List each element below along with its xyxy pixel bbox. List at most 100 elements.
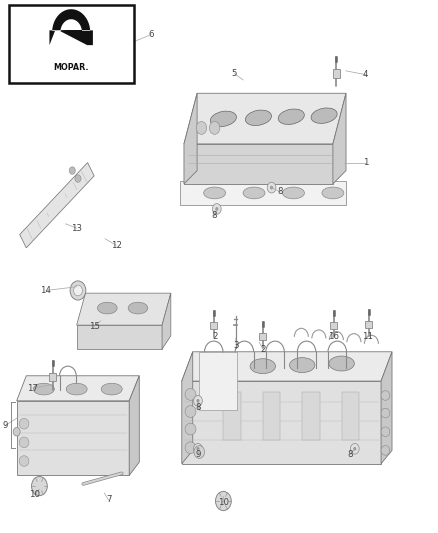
Polygon shape: [77, 325, 162, 349]
Ellipse shape: [185, 423, 196, 435]
Polygon shape: [333, 93, 346, 184]
Ellipse shape: [185, 442, 196, 454]
FancyBboxPatch shape: [342, 392, 359, 440]
Text: 16: 16: [328, 333, 339, 341]
Ellipse shape: [278, 109, 304, 124]
Text: 9: 9: [195, 450, 201, 458]
Circle shape: [215, 491, 231, 511]
Ellipse shape: [33, 383, 54, 395]
FancyBboxPatch shape: [263, 392, 280, 440]
Polygon shape: [17, 401, 129, 475]
Polygon shape: [17, 376, 139, 401]
Circle shape: [194, 395, 202, 406]
Text: 1: 1: [363, 158, 368, 167]
Circle shape: [32, 477, 47, 496]
Ellipse shape: [66, 383, 87, 395]
Polygon shape: [49, 9, 93, 45]
Polygon shape: [381, 352, 392, 464]
Circle shape: [270, 186, 273, 189]
Circle shape: [353, 447, 357, 451]
FancyBboxPatch shape: [365, 321, 372, 328]
Circle shape: [267, 182, 276, 193]
Text: 4: 4: [363, 70, 368, 79]
Text: 5: 5: [232, 69, 237, 78]
Ellipse shape: [290, 358, 315, 373]
FancyBboxPatch shape: [223, 392, 241, 440]
Circle shape: [74, 285, 82, 296]
Ellipse shape: [243, 187, 265, 199]
Polygon shape: [129, 376, 139, 475]
Text: MOPAR.: MOPAR.: [53, 63, 89, 72]
Ellipse shape: [128, 302, 148, 314]
Circle shape: [69, 167, 75, 174]
Ellipse shape: [19, 418, 29, 429]
Text: 2: 2: [260, 345, 265, 353]
Circle shape: [75, 175, 81, 182]
Text: 10: 10: [28, 490, 40, 499]
Polygon shape: [77, 293, 171, 325]
FancyBboxPatch shape: [259, 333, 266, 340]
Circle shape: [70, 281, 86, 300]
Text: 3: 3: [234, 341, 239, 350]
Circle shape: [215, 207, 218, 211]
FancyBboxPatch shape: [302, 392, 320, 440]
Polygon shape: [199, 352, 237, 410]
Polygon shape: [20, 163, 94, 248]
Ellipse shape: [322, 187, 344, 199]
Text: 13: 13: [71, 224, 82, 232]
Ellipse shape: [19, 456, 29, 466]
Text: 7: 7: [106, 496, 111, 504]
Polygon shape: [182, 352, 193, 464]
Ellipse shape: [101, 383, 122, 395]
Circle shape: [194, 443, 202, 454]
Text: 8: 8: [212, 212, 217, 220]
Text: 8: 8: [348, 450, 353, 458]
Polygon shape: [184, 93, 346, 144]
Text: 6: 6: [148, 30, 154, 39]
Circle shape: [196, 122, 207, 134]
FancyBboxPatch shape: [49, 373, 56, 382]
Text: 10: 10: [218, 498, 229, 506]
Ellipse shape: [185, 406, 196, 417]
Circle shape: [209, 122, 220, 134]
Text: 2: 2: [212, 333, 217, 341]
FancyBboxPatch shape: [210, 322, 217, 329]
FancyBboxPatch shape: [9, 5, 134, 83]
Ellipse shape: [381, 427, 390, 437]
Circle shape: [13, 427, 20, 436]
Text: 9: 9: [3, 421, 8, 430]
Polygon shape: [182, 381, 381, 464]
Ellipse shape: [210, 111, 237, 126]
Circle shape: [350, 443, 359, 454]
FancyBboxPatch shape: [330, 322, 337, 329]
Ellipse shape: [381, 446, 390, 455]
Ellipse shape: [381, 408, 390, 418]
Ellipse shape: [204, 187, 226, 199]
Ellipse shape: [329, 356, 354, 371]
Text: 14: 14: [40, 286, 52, 295]
Ellipse shape: [211, 360, 236, 375]
Circle shape: [194, 446, 205, 458]
Text: 8: 8: [195, 403, 201, 412]
Text: 17: 17: [27, 384, 39, 392]
Text: 8: 8: [278, 188, 283, 196]
Ellipse shape: [381, 391, 390, 400]
Ellipse shape: [283, 187, 304, 199]
Text: 12: 12: [110, 241, 122, 249]
Ellipse shape: [245, 110, 272, 125]
Ellipse shape: [19, 437, 29, 448]
Ellipse shape: [250, 359, 276, 374]
Circle shape: [212, 204, 221, 214]
Polygon shape: [184, 144, 333, 184]
FancyBboxPatch shape: [333, 69, 340, 78]
Ellipse shape: [185, 389, 196, 400]
Ellipse shape: [311, 108, 337, 123]
Circle shape: [196, 399, 200, 403]
Polygon shape: [180, 181, 346, 205]
Ellipse shape: [97, 302, 117, 314]
Polygon shape: [182, 352, 392, 381]
Text: 15: 15: [88, 322, 100, 330]
Text: 11: 11: [362, 333, 374, 341]
Polygon shape: [184, 93, 197, 184]
Circle shape: [196, 447, 200, 451]
